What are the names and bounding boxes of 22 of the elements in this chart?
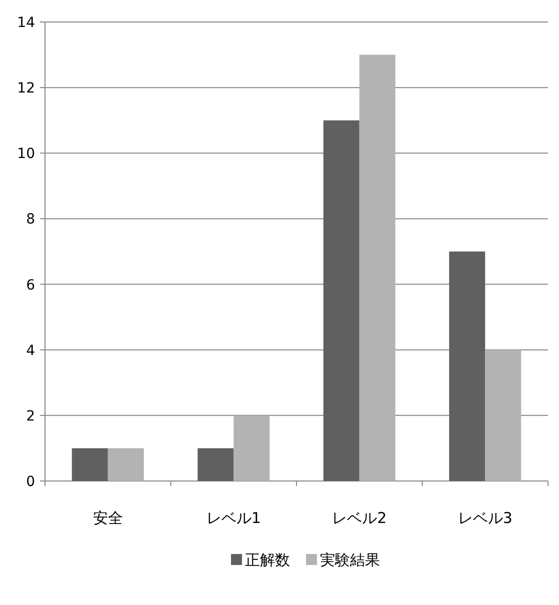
bar bbox=[485, 350, 522, 481]
bar bbox=[359, 54, 396, 481]
y-tick-label: 12 bbox=[17, 80, 35, 97]
x-tick-label: 安全 bbox=[92, 509, 123, 527]
legend-label: 実験結果 bbox=[320, 551, 380, 569]
legend-label: 正解数 bbox=[245, 551, 290, 569]
bar bbox=[72, 448, 108, 481]
y-tick-label: 6 bbox=[26, 277, 36, 294]
bar bbox=[108, 448, 144, 481]
x-tick-label: レベル1 bbox=[206, 509, 261, 527]
x-tick-label: レベル3 bbox=[458, 509, 512, 527]
bar bbox=[323, 120, 360, 481]
bar bbox=[449, 252, 486, 481]
x-tick-label: レベル2 bbox=[332, 509, 387, 527]
bar bbox=[198, 448, 234, 481]
bar bbox=[234, 415, 270, 481]
y-tick-label: 4 bbox=[26, 342, 36, 359]
y-tick-label: 10 bbox=[17, 146, 35, 162]
y-tick-label: 0 bbox=[26, 474, 35, 490]
y-tick-label: 14 bbox=[17, 15, 36, 31]
y-tick-label: 2 bbox=[26, 408, 35, 424]
y-tick-label: 8 bbox=[26, 212, 35, 228]
